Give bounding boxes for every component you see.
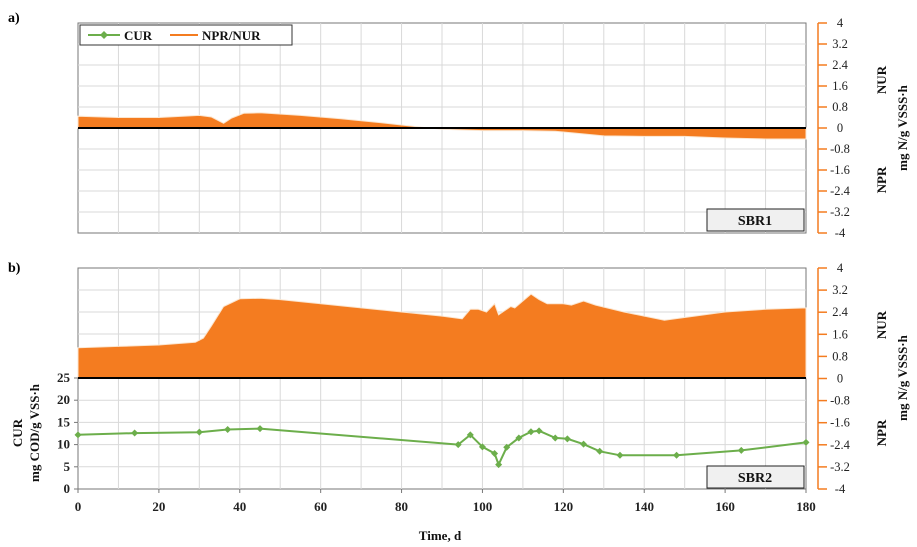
cur-axis-title-2: mg COD/g VSS·h xyxy=(27,383,42,482)
cur-series-markers xyxy=(74,425,810,469)
x-axis-tick-label: 60 xyxy=(314,499,327,514)
right-axis-tick-label: -0.8 xyxy=(830,142,850,156)
x-axis-tick-label: 80 xyxy=(395,499,408,514)
panel-b-label: b) xyxy=(8,261,21,276)
cur-point xyxy=(535,427,543,435)
sbr1-label: SBR1 xyxy=(738,214,772,229)
legend-nprnur-label: NPR/NUR xyxy=(202,28,261,43)
cur-point xyxy=(551,434,559,442)
legend: CUR NPR/NUR xyxy=(79,24,293,46)
panel-a-right-axis-title: mg N/g VSSS·h xyxy=(895,84,910,171)
cur-point xyxy=(491,449,499,457)
right-axis-tick-label: 0 xyxy=(837,372,843,386)
cur-point xyxy=(478,443,486,451)
right-axis-tick-label: 3.2 xyxy=(832,283,848,297)
left-axis-tick-label: 10 xyxy=(57,437,70,452)
cur-point xyxy=(616,451,624,459)
right-axis-tick-label: -4 xyxy=(835,226,846,240)
cur-point xyxy=(74,431,82,439)
right-axis-tick-label: 4 xyxy=(837,16,844,30)
left-axis-tick-label: 15 xyxy=(57,414,71,429)
x-axis-tick-label: 0 xyxy=(75,499,82,514)
panel-b-left-axis: 25 20 15 10 5 0 xyxy=(57,370,78,496)
right-axis-tick-label: 0 xyxy=(837,121,843,135)
x-axis-tick-label: 100 xyxy=(473,499,493,514)
legend-cur-label: CUR xyxy=(124,28,153,43)
right-axis-tick-label: -0.8 xyxy=(830,394,850,408)
x-axis-tick-label: 160 xyxy=(715,499,735,514)
legend-cur-marker xyxy=(100,31,108,39)
cur-point xyxy=(737,446,745,454)
cur-series-line xyxy=(77,427,807,468)
left-axis-tick-label: 0 xyxy=(64,481,71,496)
left-axis-tick-label: 5 xyxy=(64,459,71,474)
sbr2-label: SBR2 xyxy=(738,471,772,486)
panel-b-nur-label: NUR xyxy=(874,310,889,339)
x-axis-tick-label: 40 xyxy=(233,499,246,514)
right-axis-tick-label: -3.2 xyxy=(830,460,850,474)
left-axis-tick-label: 25 xyxy=(57,370,71,385)
left-axis-tick-label: 20 xyxy=(57,392,70,407)
right-axis-tick-label: -3.2 xyxy=(830,205,850,219)
right-axis-tick-label: -2.4 xyxy=(830,438,851,452)
cur-point xyxy=(515,434,523,442)
right-axis-tick-label: 2.4 xyxy=(832,58,848,72)
x-axis-tick-label: 180 xyxy=(796,499,816,514)
panel-a-label: a) xyxy=(8,11,20,26)
right-axis-tick-label: 0.8 xyxy=(832,100,848,114)
right-axis-tick-label: -2.4 xyxy=(830,184,851,198)
right-axis-tick-label: 1.6 xyxy=(832,327,848,341)
cur-point xyxy=(563,435,571,443)
cur-point xyxy=(580,440,588,448)
panel-b-right-axis: 4 3.2 2.4 1.6 0.8 0 -0.8 -1.6 -2.4 -3.2 -4 xyxy=(817,261,851,496)
right-axis-tick-label: -4 xyxy=(835,482,846,496)
x-axis: 0 20 40 60 80 100 120 140 160 180 xyxy=(75,489,816,514)
cur-point xyxy=(495,461,503,469)
panel-b-nprnur-area xyxy=(77,293,807,379)
cur-point xyxy=(224,426,232,434)
cur-point xyxy=(131,429,139,437)
cur-point xyxy=(527,428,535,436)
panel-a-nur-label: NUR xyxy=(874,65,889,94)
right-axis-tick-label: -1.6 xyxy=(830,163,850,177)
sbr1-box xyxy=(706,208,805,232)
panel-b-right-axis-title: mg N/g VSSS·h xyxy=(895,334,910,421)
right-axis-tick-label: -1.6 xyxy=(830,416,850,430)
x-axis-title: Time, d xyxy=(419,528,462,543)
x-axis-tick-label: 140 xyxy=(634,499,654,514)
right-axis-tick-label: 1.6 xyxy=(832,79,848,93)
panel-a-npr-label: NPR xyxy=(874,166,889,193)
x-axis-tick-label: 20 xyxy=(152,499,165,514)
cur-point xyxy=(466,431,474,439)
cur-point xyxy=(802,438,810,446)
right-axis-tick-label: 3.2 xyxy=(832,37,848,51)
cur-axis-title-1: CUR xyxy=(10,418,25,447)
cur-point xyxy=(596,447,604,455)
cur-point xyxy=(195,428,203,436)
right-axis-tick-label: 2.4 xyxy=(832,305,848,319)
cur-point xyxy=(256,425,264,433)
right-axis-tick-label: 0.8 xyxy=(832,349,848,363)
cur-point xyxy=(454,441,462,449)
cur-point xyxy=(673,451,681,459)
cur-point xyxy=(503,443,511,451)
right-axis-tick-label: 4 xyxy=(837,261,844,275)
panel-a-right-axis: 4 3.2 2.4 1.6 0.8 0 -0.8 -1.6 -2.4 -3.2 -4 xyxy=(817,16,851,240)
panel-b-npr-label: NPR xyxy=(874,419,889,446)
sbr2-box xyxy=(706,465,805,489)
x-axis-tick-label: 120 xyxy=(554,499,574,514)
